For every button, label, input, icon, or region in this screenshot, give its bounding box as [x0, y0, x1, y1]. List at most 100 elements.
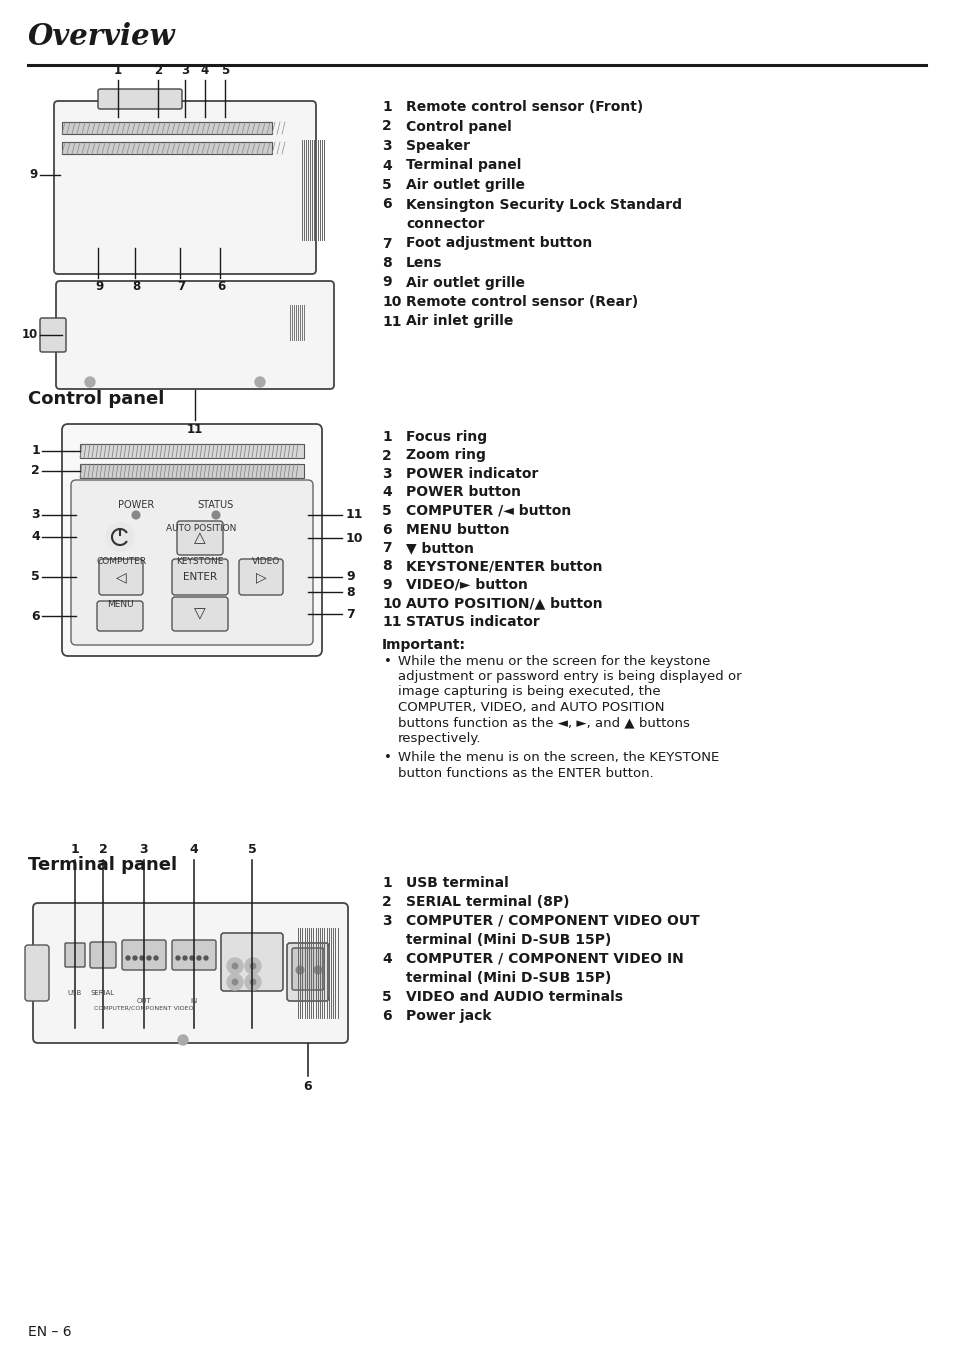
Text: Lens: Lens — [406, 255, 442, 270]
Text: 4: 4 — [381, 952, 392, 966]
FancyBboxPatch shape — [33, 902, 348, 1043]
Text: POWER indicator: POWER indicator — [406, 467, 537, 481]
Text: KEYSTONE: KEYSTONE — [176, 557, 223, 566]
Text: COMPUTER/COMPONENT VIDEO: COMPUTER/COMPONENT VIDEO — [94, 1006, 193, 1011]
Circle shape — [196, 957, 201, 961]
Text: SERIAL terminal (8P): SERIAL terminal (8P) — [406, 894, 569, 909]
Text: Important:: Important: — [381, 638, 465, 651]
Text: 4: 4 — [31, 531, 40, 543]
Text: 1: 1 — [381, 100, 392, 113]
Text: KEYSTONE/ENTER button: KEYSTONE/ENTER button — [406, 559, 602, 574]
Circle shape — [254, 377, 265, 386]
Text: 7: 7 — [346, 608, 355, 620]
Text: SERIAL: SERIAL — [91, 990, 115, 996]
FancyBboxPatch shape — [62, 424, 322, 657]
Text: ▼ button: ▼ button — [406, 540, 474, 555]
Text: respectively.: respectively. — [397, 732, 481, 744]
Text: buttons function as the ◄, ►, and ▲ buttons: buttons function as the ◄, ►, and ▲ butt… — [397, 716, 689, 730]
Text: Zoom ring: Zoom ring — [406, 449, 485, 462]
Circle shape — [245, 958, 261, 974]
Text: Remote control sensor (Rear): Remote control sensor (Rear) — [406, 295, 638, 309]
Circle shape — [212, 511, 220, 519]
Text: 8: 8 — [381, 255, 392, 270]
Text: 5: 5 — [221, 63, 229, 77]
Text: 10: 10 — [346, 531, 363, 544]
Circle shape — [132, 511, 140, 519]
Text: image capturing is being executed, the: image capturing is being executed, the — [397, 685, 659, 698]
Text: •: • — [384, 654, 392, 667]
Text: button functions as the ENTER button.: button functions as the ENTER button. — [397, 767, 653, 780]
FancyBboxPatch shape — [71, 480, 313, 644]
Text: 5: 5 — [381, 990, 392, 1004]
Text: COMPUTER /◄ button: COMPUTER /◄ button — [406, 504, 571, 517]
Circle shape — [250, 963, 255, 969]
FancyBboxPatch shape — [90, 942, 116, 969]
Text: 5: 5 — [31, 570, 40, 584]
FancyBboxPatch shape — [177, 521, 223, 555]
Circle shape — [204, 957, 208, 961]
Text: MENU button: MENU button — [406, 523, 509, 536]
Text: OUT: OUT — [136, 998, 152, 1004]
FancyBboxPatch shape — [40, 317, 66, 353]
FancyBboxPatch shape — [56, 281, 334, 389]
Text: 9: 9 — [346, 570, 355, 584]
Text: 2: 2 — [153, 63, 162, 77]
FancyBboxPatch shape — [122, 940, 166, 970]
Text: STATUS: STATUS — [197, 500, 233, 509]
FancyBboxPatch shape — [292, 948, 324, 990]
Text: 9: 9 — [94, 280, 103, 293]
Text: VIDEO: VIDEO — [252, 557, 280, 566]
Text: COMPUTER, VIDEO, and AUTO POSITION: COMPUTER, VIDEO, and AUTO POSITION — [397, 701, 664, 713]
Text: IN: IN — [191, 998, 197, 1004]
Text: Air inlet grille: Air inlet grille — [406, 315, 513, 328]
Text: 6: 6 — [381, 523, 392, 536]
Text: ▷: ▷ — [255, 570, 266, 584]
Circle shape — [227, 958, 243, 974]
Text: 2: 2 — [381, 119, 392, 134]
Text: 11: 11 — [346, 508, 363, 521]
Bar — [80, 444, 304, 458]
FancyBboxPatch shape — [172, 559, 228, 594]
Text: 1: 1 — [71, 843, 79, 857]
Text: 3: 3 — [381, 139, 392, 153]
Text: 7: 7 — [176, 280, 185, 293]
Text: Foot adjustment button: Foot adjustment button — [406, 236, 592, 250]
Circle shape — [85, 377, 95, 386]
Text: Overview: Overview — [28, 22, 175, 51]
Circle shape — [153, 957, 158, 961]
Text: 4: 4 — [190, 843, 198, 857]
Text: 8: 8 — [381, 559, 392, 574]
Text: 3: 3 — [381, 467, 392, 481]
Text: 2: 2 — [381, 894, 392, 909]
Text: POWER: POWER — [118, 500, 154, 509]
Circle shape — [295, 966, 304, 974]
Text: While the menu or the screen for the keystone: While the menu or the screen for the key… — [397, 654, 710, 667]
Text: 6: 6 — [381, 197, 392, 212]
Circle shape — [232, 979, 237, 985]
Circle shape — [175, 957, 180, 961]
Text: 3: 3 — [381, 915, 392, 928]
Circle shape — [190, 957, 193, 961]
Circle shape — [183, 957, 187, 961]
Bar — [80, 463, 304, 478]
Circle shape — [250, 979, 255, 985]
Text: •: • — [384, 751, 392, 765]
FancyBboxPatch shape — [172, 940, 215, 970]
Circle shape — [178, 1035, 188, 1046]
Text: 2: 2 — [98, 843, 108, 857]
Text: terminal (Mini D-SUB 15P): terminal (Mini D-SUB 15P) — [406, 971, 611, 985]
Text: 10: 10 — [22, 328, 38, 342]
Text: 5: 5 — [248, 843, 256, 857]
Text: Terminal panel: Terminal panel — [406, 158, 521, 173]
Text: 9: 9 — [381, 578, 392, 592]
Bar — [62, 122, 272, 134]
Text: MENU: MENU — [107, 600, 133, 609]
FancyBboxPatch shape — [221, 934, 283, 992]
Text: 9: 9 — [30, 169, 38, 181]
Text: connector: connector — [406, 218, 484, 231]
Bar — [62, 142, 272, 154]
FancyBboxPatch shape — [98, 89, 182, 109]
Text: 7: 7 — [381, 236, 392, 250]
Text: 2: 2 — [381, 449, 392, 462]
FancyBboxPatch shape — [287, 943, 329, 1001]
